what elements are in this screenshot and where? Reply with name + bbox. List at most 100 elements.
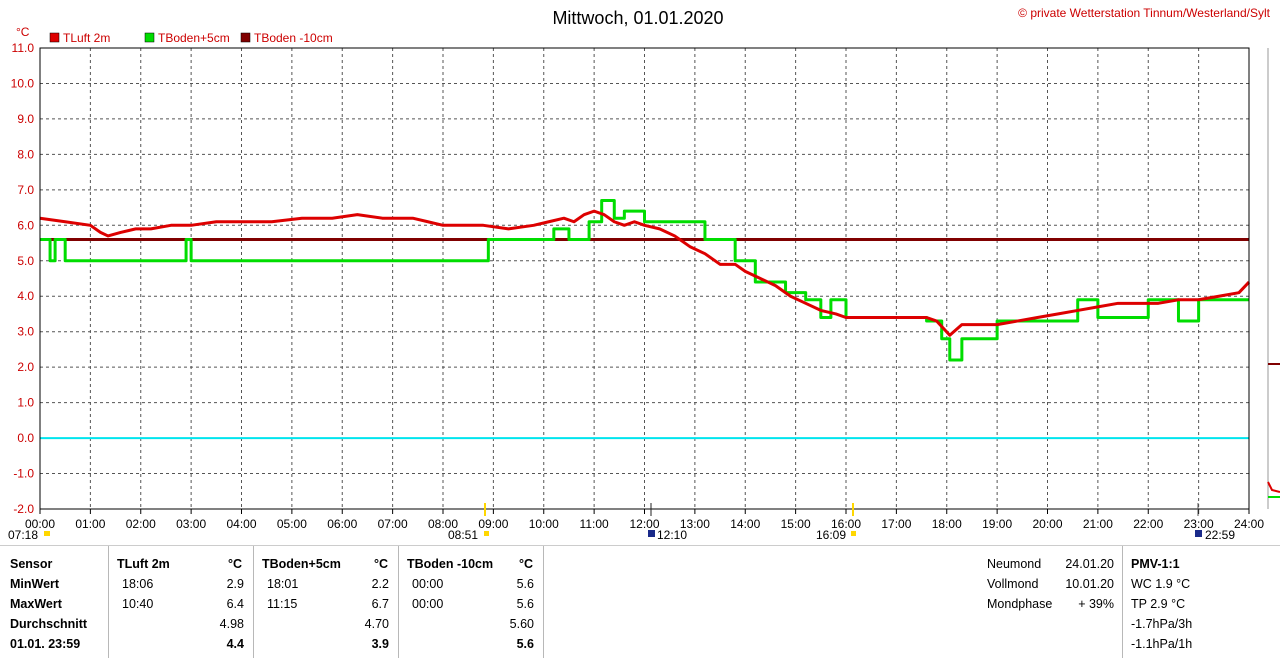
x-tick-label: 20:00: [1032, 517, 1062, 531]
x-tick-label: 00:00: [25, 517, 55, 531]
stats-header-tb10: TBoden -10cm: [407, 557, 494, 571]
stats-row-label: Durchschnitt: [10, 617, 88, 631]
y-tick-label: -1.0: [13, 467, 34, 481]
legend-swatch-tboden5: [144, 32, 155, 43]
axis-layer: 11.0 10.0 9.0 8.0 7.0 6.0 5.0 4.0 3.0 2.0 1.0 0.0 -1…: [11, 41, 1265, 531]
x-tick-label: 22:00: [1133, 517, 1163, 531]
stats-cell-value: 2.9: [226, 577, 244, 591]
stats-cell-value: 5.6: [516, 637, 534, 651]
x-tick-label: 18:00: [932, 517, 962, 531]
right-edge-strip: [1267, 48, 1280, 509]
stats-cell-value: 6.7: [371, 597, 389, 611]
sun-markers: 07:18 08:51 12:10 16:09 22:59: [8, 503, 1235, 542]
stats-header-tluft: TLuft 2m: [117, 557, 170, 571]
stats-border: [0, 545, 1280, 546]
stats-cell-value: 6.4: [226, 597, 244, 611]
legend-swatch-tboden10: [240, 32, 251, 43]
x-tick-label: 17:00: [881, 517, 911, 531]
x-tick-label: 08:00: [428, 517, 458, 531]
pmv-pressure-3h: -1.7hPa/3h: [1131, 617, 1193, 631]
x-tick-label: 01:00: [75, 517, 105, 531]
temperature-chart: Mittwoch, 01.01.2020 © private Wettersta…: [8, 6, 1280, 542]
moon-value-neumond: 24.01.20: [1065, 557, 1114, 571]
stats-cell-value: 5.6: [516, 577, 534, 591]
y-tick-label: 10.0: [11, 76, 35, 90]
moon-value-vollmond: 10.01.20: [1065, 577, 1114, 591]
y-tick-label: 1.0: [17, 396, 34, 410]
y-tick-label: 8.0: [17, 147, 34, 161]
moonrise-time: 07:18: [8, 528, 38, 542]
y-tick-label: 6.0: [17, 218, 34, 232]
stats-header-tb10-unit: °C: [519, 557, 534, 571]
y-tick-label: 5.0: [17, 254, 34, 268]
stats-cell-time: 00:00: [412, 597, 444, 611]
stats-grid: Sensor TLuft 2m °C TBoden+5cm °C TBoden …: [0, 546, 1280, 658]
x-tick-label: 21:00: [1083, 517, 1113, 531]
series-line-tluft: [39, 209, 1251, 337]
moonrise-icon: [44, 531, 50, 536]
stats-cell-time: 10:40: [122, 597, 154, 611]
x-tick-label: 16:00: [831, 517, 861, 531]
x-tick-label: 06:00: [327, 517, 357, 531]
x-tick-label: 03:00: [176, 517, 206, 531]
sunset-time: 16:09: [816, 528, 846, 542]
stats-cell-value: 3.9: [371, 637, 389, 651]
x-tick-label: 23:00: [1184, 517, 1214, 531]
pmv-title: PMV-1:1: [1131, 557, 1180, 571]
legend-label-tboden5: TBoden+5cm: [158, 31, 230, 45]
stats-row-label: MaxWert: [10, 597, 62, 611]
x-tick-label: 04:00: [226, 517, 256, 531]
stats-header-tluft-unit: °C: [228, 557, 243, 571]
x-tick-label: 14:00: [730, 517, 760, 531]
x-tick-label: 09:00: [478, 517, 508, 531]
stats-cell-value: 5.60: [509, 617, 534, 631]
series-layer: [39, 198, 1251, 440]
stats-cell-time: 11:15: [267, 597, 298, 611]
pmv-pressure-1h: -1.1hPa/1h: [1131, 637, 1193, 651]
stats-header-tb5-unit: °C: [374, 557, 389, 571]
copyright-text: © private Wetterstation Tinnum/Westerlan…: [1018, 6, 1271, 20]
moon-value-phase: + 39%: [1078, 597, 1114, 611]
moon-label-phase: Mondphase: [987, 597, 1053, 611]
legend-label-tboden10: TBoden -10cm: [254, 31, 333, 45]
legend-label-tluft: TLuft 2m: [63, 31, 110, 45]
x-tick-label: 07:00: [378, 517, 408, 531]
stats-header-sensor: Sensor: [10, 557, 53, 571]
x-tick-label: 13:00: [680, 517, 710, 531]
x-tick-label: 24:00: [1234, 517, 1264, 531]
moon-label-vollmond: Vollmond: [987, 577, 1039, 591]
stats-divider-2: [253, 546, 254, 658]
x-tick-label: 15:00: [781, 517, 811, 531]
stats-divider-1: [108, 546, 109, 658]
stats-divider-5: [1122, 546, 1123, 658]
stats-header-tb5: TBoden+5cm: [262, 557, 341, 571]
stats-row-label: MinWert: [10, 577, 60, 591]
sunrise-time: 08:51: [448, 528, 478, 542]
stats-row-label: 01.01. 23:59: [10, 637, 81, 651]
chart-title: Mittwoch, 01.01.2020: [552, 8, 723, 28]
pmv-dewpoint: TP 2.9 °C: [1131, 597, 1186, 611]
noon-icon: [648, 530, 655, 537]
right-edge-tluft: [1267, 481, 1280, 493]
moonset-icon: [1195, 530, 1202, 537]
y-tick-label: 4.0: [17, 289, 34, 303]
stats-cell-value: 5.6: [516, 597, 534, 611]
y-tick-label: 2.0: [17, 360, 34, 374]
y-tick-label: 3.0: [17, 325, 34, 339]
stats-divider-3: [398, 546, 399, 658]
y-tick-label: 9.0: [17, 112, 34, 126]
sunset-icon: [851, 531, 856, 536]
stats-cell-value: 4.70: [364, 617, 389, 631]
x-tick-label: 19:00: [982, 517, 1012, 531]
grid-layer: [40, 48, 1249, 509]
stats-cell-time: 00:00: [412, 577, 444, 591]
stats-cell-time: 18:01: [267, 577, 299, 591]
y-unit-label: °C: [16, 25, 30, 39]
x-tick-label: 12:00: [629, 517, 659, 531]
stats-cell-value: 4.98: [219, 617, 244, 631]
y-tick-label: 0.0: [17, 431, 34, 445]
stats-cell-value: 2.2: [371, 577, 389, 591]
y-tick-label: 7.0: [17, 183, 34, 197]
stats-panel: [0, 545, 1280, 662]
y-tick-label: -2.0: [13, 502, 34, 516]
